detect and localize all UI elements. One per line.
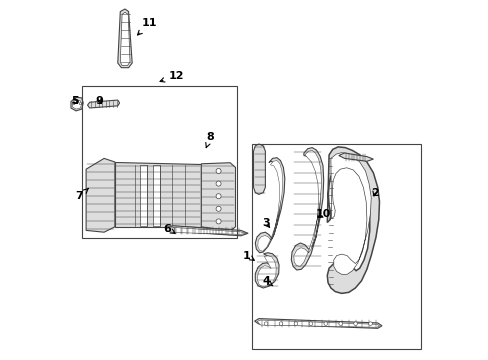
Polygon shape bbox=[118, 9, 132, 68]
Polygon shape bbox=[201, 163, 235, 231]
Circle shape bbox=[216, 168, 221, 174]
Polygon shape bbox=[152, 165, 160, 226]
Text: 8: 8 bbox=[205, 132, 214, 148]
Polygon shape bbox=[120, 12, 130, 66]
Bar bbox=[251, 144, 420, 349]
Text: 9: 9 bbox=[96, 96, 103, 106]
Circle shape bbox=[216, 206, 221, 211]
Polygon shape bbox=[72, 100, 81, 109]
Polygon shape bbox=[168, 228, 246, 234]
Polygon shape bbox=[330, 153, 370, 274]
Circle shape bbox=[279, 322, 282, 325]
Text: 4: 4 bbox=[262, 276, 272, 286]
Text: 11: 11 bbox=[137, 18, 157, 35]
Polygon shape bbox=[140, 165, 147, 226]
Circle shape bbox=[308, 322, 312, 325]
Circle shape bbox=[216, 181, 221, 186]
Polygon shape bbox=[87, 100, 120, 108]
Bar bbox=[82, 86, 237, 238]
Text: 10: 10 bbox=[315, 209, 331, 219]
Polygon shape bbox=[86, 158, 115, 232]
Polygon shape bbox=[172, 226, 237, 235]
Polygon shape bbox=[257, 256, 276, 287]
Polygon shape bbox=[257, 161, 282, 251]
Polygon shape bbox=[166, 226, 247, 236]
Text: 7: 7 bbox=[76, 188, 88, 201]
Polygon shape bbox=[115, 162, 201, 227]
Polygon shape bbox=[255, 158, 284, 253]
Text: 1: 1 bbox=[243, 251, 254, 261]
Polygon shape bbox=[254, 319, 381, 328]
Polygon shape bbox=[166, 226, 174, 233]
Polygon shape bbox=[293, 150, 321, 266]
Circle shape bbox=[216, 219, 221, 224]
Circle shape bbox=[264, 322, 267, 325]
Circle shape bbox=[353, 322, 357, 325]
Polygon shape bbox=[255, 253, 279, 288]
Text: 6: 6 bbox=[163, 224, 175, 234]
Text: 5: 5 bbox=[71, 96, 78, 106]
Circle shape bbox=[323, 322, 327, 325]
Circle shape bbox=[293, 322, 297, 325]
Text: 3: 3 bbox=[262, 218, 269, 228]
Circle shape bbox=[368, 322, 371, 325]
Polygon shape bbox=[291, 148, 323, 270]
Circle shape bbox=[338, 322, 342, 325]
Circle shape bbox=[216, 194, 221, 199]
Polygon shape bbox=[338, 153, 373, 161]
Polygon shape bbox=[326, 147, 379, 293]
Polygon shape bbox=[257, 320, 379, 327]
Text: 2: 2 bbox=[370, 188, 378, 198]
Polygon shape bbox=[253, 144, 265, 194]
Polygon shape bbox=[71, 97, 83, 111]
Text: 12: 12 bbox=[160, 71, 183, 82]
